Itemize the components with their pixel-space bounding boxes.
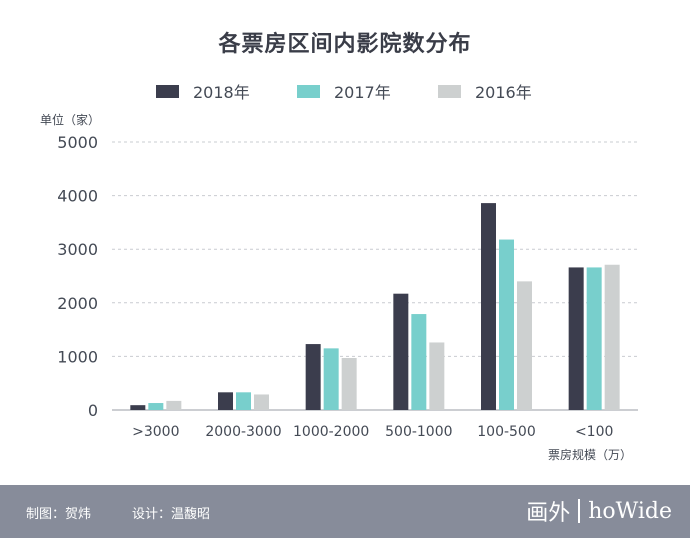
legend-label-2018: 2018年 <box>193 83 250 102</box>
credit-design: 设计：温馥昭 <box>132 507 211 522</box>
bar <box>393 293 409 410</box>
bar <box>499 239 514 410</box>
bar <box>305 344 321 410</box>
x-tick-label: 2000-3000 <box>205 424 281 440</box>
x-tick-label: 1000-2000 <box>293 424 369 440</box>
bar <box>604 264 620 410</box>
x-tick-label: 500-1000 <box>385 424 452 440</box>
bar <box>586 267 602 410</box>
bar <box>218 392 233 410</box>
legend-item-2018: 2018年 <box>156 80 250 102</box>
legend-swatch-2018 <box>156 84 179 98</box>
bar <box>236 392 251 410</box>
bar-chart: 单位（家） 票房规模（万） 0 1000 2000 3000 4000 5000 >3000… <box>40 112 638 462</box>
logo-divider <box>578 499 581 523</box>
bar <box>517 281 532 410</box>
legend-label-2016: 2016年 <box>475 83 532 102</box>
howide-logo: 画外 hoWide <box>526 495 672 527</box>
y-tick-label: 5000 <box>57 133 98 152</box>
y-tick-label: 3000 <box>57 240 98 259</box>
y-tick-label: 1000 <box>57 347 98 366</box>
footer: 制图：贺炜 设计：温馥昭 画外 hoWide <box>0 485 690 538</box>
bar <box>429 342 445 410</box>
bar <box>411 314 427 410</box>
legend-item-2017: 2017年 <box>297 80 391 102</box>
x-tick-label: 100-500 <box>477 424 536 440</box>
x-tick-label: >3000 <box>132 424 179 440</box>
bar <box>481 203 496 410</box>
chart-title: 各票房区间内影院数分布 <box>218 32 472 57</box>
y-axis-unit: 单位（家） <box>40 112 100 127</box>
bar <box>148 403 164 410</box>
logo-en: hoWide <box>588 498 672 524</box>
bar <box>341 358 357 410</box>
x-axis-unit: 票房规模（万） <box>548 447 632 462</box>
y-tick-label: 0 <box>88 401 98 420</box>
legend-swatch-2017 <box>297 84 320 98</box>
legend-swatch-2016 <box>438 84 461 98</box>
y-tick-label: 2000 <box>57 294 98 313</box>
x-tick-label: <100 <box>575 424 613 440</box>
bar <box>254 394 269 410</box>
bar <box>166 400 182 410</box>
bar <box>130 405 146 410</box>
bar <box>323 348 339 410</box>
credit-map: 制图：贺炜 <box>26 507 92 522</box>
y-tick-label: 4000 <box>57 187 98 206</box>
legend-item-2016: 2016年 <box>438 80 532 102</box>
legend: 2018年 2017年 2016年 <box>0 80 690 102</box>
legend-label-2017: 2017年 <box>334 83 391 102</box>
bar <box>568 267 584 410</box>
logo-cn: 画外 <box>526 501 571 526</box>
